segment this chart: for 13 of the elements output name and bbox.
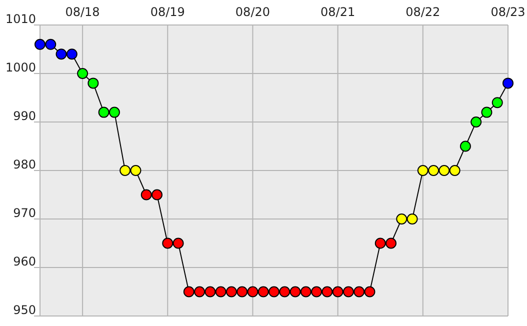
y-tick-label: 950 bbox=[13, 303, 36, 317]
x-tick-label: 08/19 bbox=[150, 5, 185, 19]
x-tick-label: 08/23 bbox=[490, 5, 526, 19]
x-tick-label: 08/20 bbox=[235, 5, 270, 19]
y-tick-label: 1010 bbox=[5, 12, 36, 26]
y-tick-label: 980 bbox=[13, 158, 36, 172]
x-tick-label: 08/22 bbox=[406, 5, 440, 19]
x-tick-label: 08/21 bbox=[320, 5, 356, 19]
y-tick-label: 1000 bbox=[5, 60, 36, 74]
x-tick-label: 08/18 bbox=[65, 5, 100, 19]
y-tick-label: 970 bbox=[13, 206, 36, 220]
y-tick-label: 960 bbox=[13, 254, 36, 268]
y-tick-label: 990 bbox=[13, 109, 36, 123]
